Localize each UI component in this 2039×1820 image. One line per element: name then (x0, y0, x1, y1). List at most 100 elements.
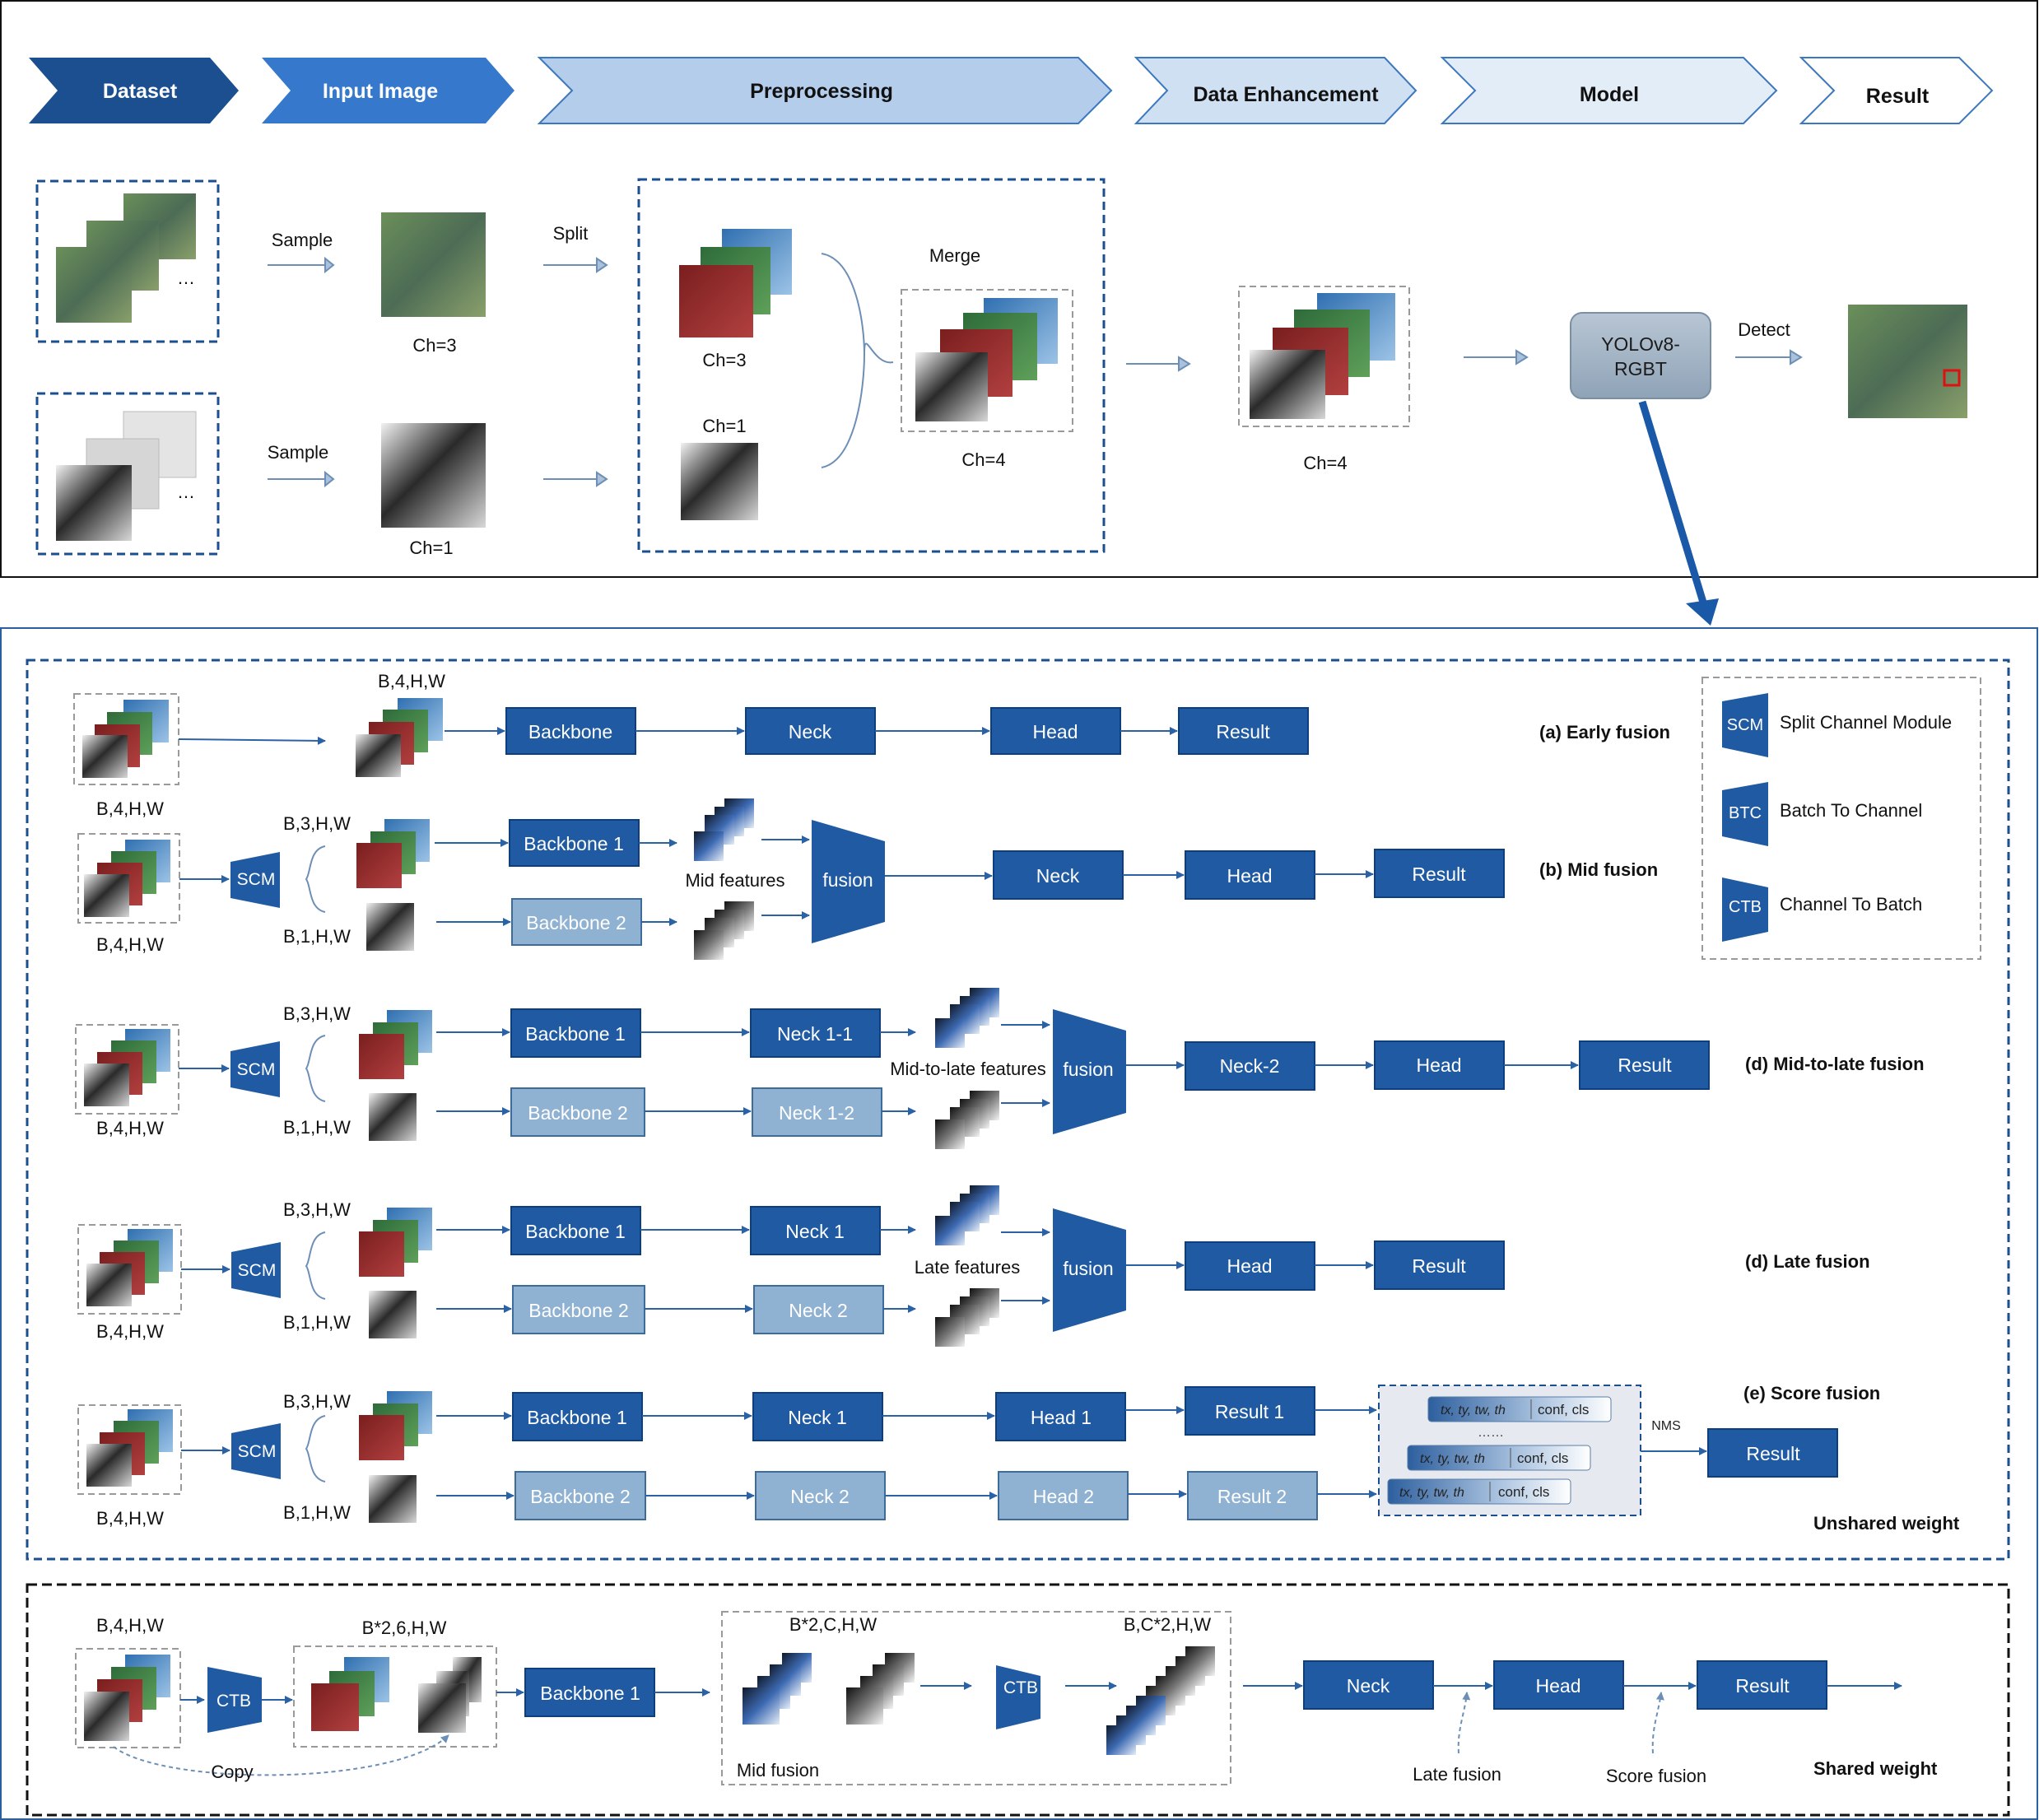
stage-preprocessing-label: Preprocessing (750, 80, 893, 103)
legend-box (1701, 677, 1981, 960)
detect-label: Detect (1738, 319, 1790, 340)
row-shared-weight: B,4,H,W CTB B*2,6,H,W Copy Backbone 1 B*… (75, 1611, 1938, 1786)
ir-forward-arrow (543, 471, 608, 487)
input-ir-ch-label: Ch=1 (409, 538, 453, 558)
midlate-head (1374, 1040, 1505, 1090)
shared-ctb1-label: CTB (216, 1692, 251, 1711)
mid-result (1374, 849, 1505, 898)
midlate-neck11-label: Neck 1-1 (777, 1023, 853, 1045)
score-row1-conf: conf, cls (1538, 1402, 1589, 1417)
midlate-backbone2 (510, 1087, 645, 1137)
sample-arrow-rgb (268, 256, 335, 274)
midlate-backbone1-label: Backbone 1 (525, 1023, 625, 1045)
shared-result-label: Result (1735, 1675, 1790, 1697)
split-ir-channel (681, 443, 758, 520)
late-input-dim: B,4,H,W (96, 1321, 164, 1342)
legend-scm-text: Split Channel Module (1780, 712, 1952, 733)
unshared-weight-box (26, 659, 2010, 1561)
score-neck2-label: Neck 2 (790, 1486, 850, 1507)
score-result2-label: Result 2 (1217, 1486, 1287, 1507)
midlate-fusion-label: fusion (1063, 1059, 1113, 1080)
sample-arrow-ir (268, 470, 335, 488)
score-row1-coords: tx, ty, tw, th (1441, 1403, 1506, 1417)
score-head1-label: Head 1 (1031, 1407, 1092, 1428)
midlate-features-label: Mid-to-late features (890, 1059, 1046, 1079)
midlate-scm-label: SCM (237, 1060, 276, 1079)
split-arrow (543, 257, 608, 273)
shared-weight-box (26, 1583, 2010, 1817)
shared-b2x6-dim: B*2,6,H,W (362, 1618, 447, 1638)
score-row2-conf: conf, cls (1517, 1450, 1568, 1466)
merged-ch-label: Ch=4 (961, 449, 1005, 470)
shared-bc2-dim: B,C*2,H,W (1124, 1614, 1212, 1635)
late-head-label: Head (1227, 1255, 1273, 1277)
legend-ctb-abbr: CTB (1729, 898, 1762, 916)
score-head2-label: Head 2 (1033, 1486, 1094, 1507)
unshared-weight-caption: Unshared weight (1813, 1513, 1960, 1534)
stage-result (1799, 57, 1994, 124)
early-fusion-caption: (a) Early fusion (1539, 722, 1670, 742)
score-fusion-tap-label: Score fusion (1606, 1766, 1706, 1786)
shared-backbone1-label: Backbone 1 (540, 1683, 640, 1704)
late-b3-dim: B,3,H,W (283, 1199, 351, 1220)
score-result-label: Result (1746, 1443, 1800, 1464)
merged-4ch-stack (901, 289, 1073, 432)
shared-head-label: Head (1536, 1675, 1581, 1697)
enhanced-ch-label: Ch=4 (1303, 453, 1347, 473)
input-rgb-ch-label: Ch=3 (412, 335, 456, 356)
mid-scm (230, 852, 280, 908)
shared-ctb1 (207, 1667, 262, 1733)
shared-concat-features (1106, 1646, 1215, 1755)
legend: SCM Split Channel Module BTC Batch To Ch… (1722, 693, 1952, 942)
legend-ctb-shape (1722, 877, 1768, 942)
mid-head (1185, 850, 1315, 900)
mid-features-label: Mid features (685, 870, 784, 891)
score-backbone1-label: Backbone 1 (527, 1407, 626, 1428)
late-fusion-caption: (d) Late fusion (1745, 1251, 1870, 1272)
shared-mid-fusion-box (721, 1611, 1231, 1785)
more-ellipsis: … (177, 482, 195, 502)
score-b1-dim: B,1,H,W (283, 1502, 351, 1523)
row-late-fusion: B,4,H,W SCM B,3,H,W B,1,H,W Backbone 1 B… (77, 1185, 1870, 1347)
late-fusion-tap-label: Late fusion (1413, 1764, 1501, 1785)
score-scm-label: SCM (238, 1442, 277, 1461)
stage-model-label: Model (1580, 83, 1639, 106)
late-result-label: Result (1412, 1255, 1466, 1277)
detect-arrow (1735, 349, 1803, 365)
score-neck2 (755, 1471, 886, 1520)
dataset-ir-stack: … (35, 392, 220, 556)
mid-neck-label: Neck (1036, 865, 1080, 887)
midlate-result-label: Result (1618, 1054, 1672, 1076)
input-ir-image (381, 423, 486, 528)
score-head1 (995, 1392, 1126, 1441)
stage-data-enhancement-label: Data Enhancement (1193, 83, 1379, 106)
score-neck1-label: Neck 1 (788, 1407, 847, 1428)
late-scm (231, 1242, 281, 1298)
mid-fusion-block (812, 820, 885, 943)
stage-input-image-label: Input Image (323, 80, 438, 103)
legend-btc-text: Batch To Channel (1780, 800, 1922, 821)
score-result1 (1185, 1386, 1315, 1436)
stage-preprocessing (537, 57, 1113, 124)
early-input-dim: B,4,H,W (96, 798, 164, 819)
mid-input-dim: B,4,H,W (96, 934, 164, 955)
early-head (990, 707, 1121, 755)
midlate-neck12-label: Neck 1-2 (779, 1102, 854, 1124)
score-result1-label: Result 1 (1215, 1401, 1284, 1422)
midlate-feature-maps (935, 988, 999, 1149)
merge-label: Merge (929, 245, 980, 266)
late-fusion-block (1053, 1208, 1126, 1332)
merge-brace (821, 253, 894, 468)
mid-result-label: Result (1412, 863, 1466, 885)
split-rgb-channels (679, 229, 792, 337)
stage-dataset (29, 58, 239, 123)
model-detail-arrow (1638, 400, 1708, 607)
mid-b1-dim: B,1,H,W (283, 926, 351, 947)
mid-head-label: Head (1227, 865, 1273, 887)
score-head2 (998, 1471, 1129, 1520)
split-rgb-ch-label: Ch=3 (702, 350, 746, 370)
row-score-fusion: B,4,H,W SCM B,3,H,W B,1,H,W Backbone 1 B… (77, 1383, 1880, 1529)
fusion-panel (0, 627, 2038, 1820)
late-result (1374, 1240, 1505, 1290)
